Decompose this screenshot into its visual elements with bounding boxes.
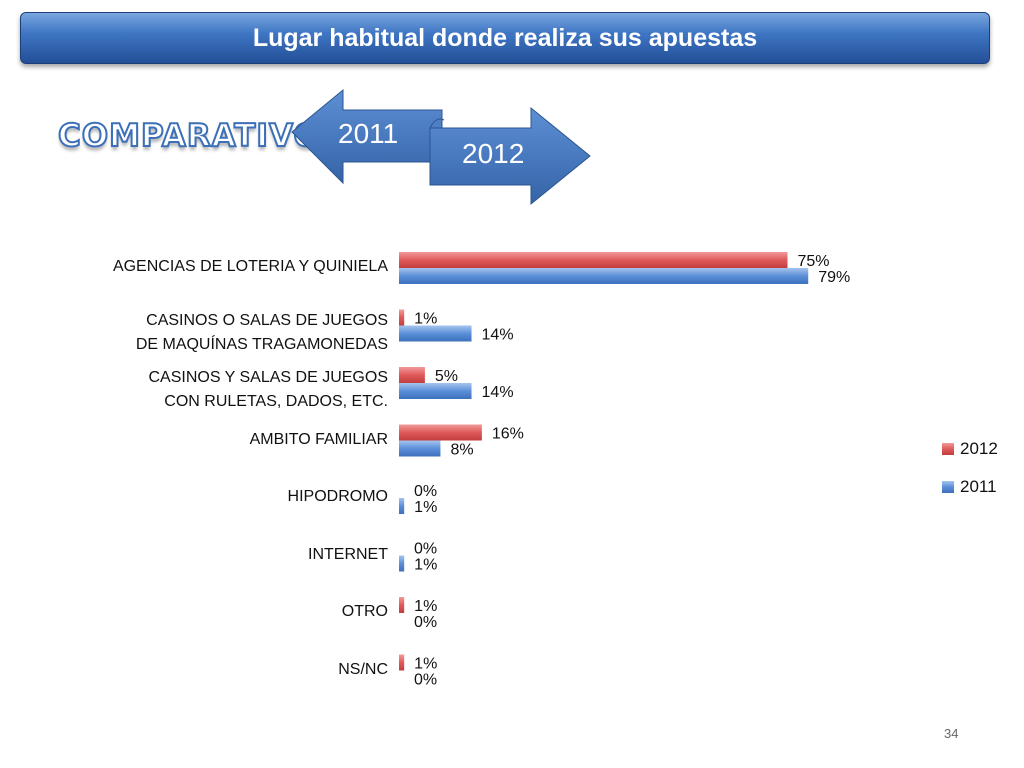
legend-label-2011: 2011: [960, 477, 997, 496]
category-label-ambito-familiar: AMBITO FAMILIAR: [249, 430, 388, 448]
data-label-2012-ns-nc: 1%: [414, 656, 437, 673]
category-label-agencias-de-loteria-y-quiniela: AGENCIAS DE LOTERIA Y QUINIELA: [112, 258, 388, 275]
arrow-year-2012: 2012: [462, 138, 525, 169]
data-label-2012-ambito-familiar: 16%: [492, 426, 524, 443]
year-arrows: [291, 88, 591, 206]
data-label-2012-agencias-de-loteria-y-quiniela: 75%: [798, 253, 830, 270]
bar-2011-hipodromo: [399, 498, 405, 514]
data-label-2011-ns-nc: 0%: [414, 672, 437, 689]
comparativo-heading: COMPARATIVO: [57, 117, 321, 155]
slide-title-bar: Lugar habitual donde realiza sus apuesta…: [20, 12, 990, 64]
data-label-2012-otro: 1%: [414, 598, 437, 615]
bar-2011-internet: [399, 555, 405, 572]
category-label-otro: OTRO: [341, 603, 388, 620]
bar-2012-ambito-familiar: [399, 424, 482, 441]
chart-legend: 2012 2011: [942, 438, 998, 514]
bar-2012-agencias-de-loteria-y-quiniela: [399, 252, 788, 268]
category-label-internet: INTERNET: [308, 545, 388, 563]
data-label-2012-internet: 0%: [414, 541, 437, 558]
bar-2012-otro: [399, 597, 405, 613]
data-label-2012-casinos-o-salas-de-juegos-de-maqu-nas-tragamonedas: 1%: [414, 311, 437, 328]
category-label-casinos-y-salas-de-juegos-con-ruletas-dados-etc: CASINOS Y SALAS DE JUEGOS CON RULETAS, D…: [148, 369, 389, 410]
data-label-2011-ambito-familiar: 8%: [450, 442, 473, 459]
data-label-2011-internet: 1%: [414, 557, 437, 574]
data-label-2012-casinos-y-salas-de-juegos-con-ruletas-dados-etc: 5%: [435, 368, 458, 385]
data-label-2011-agencias-de-loteria-y-quiniela: 79%: [818, 269, 850, 286]
data-label-2011-otro: 0%: [414, 614, 437, 631]
arrow-year-2011: 2011: [338, 118, 399, 149]
data-label-2011-hipodromo: 1%: [414, 499, 437, 516]
bar-2012-casinos-y-salas-de-juegos-con-ruletas-dados-etc: [399, 367, 425, 383]
bar-2011-agencias-de-loteria-y-quiniela: [399, 268, 809, 284]
arrow-right-2012: [429, 106, 591, 206]
category-label-hipodromo: HIPODROMO: [287, 488, 388, 505]
bar-2012-casinos-o-salas-de-juegos-de-maqu-nas-tragamonedas: [399, 309, 405, 326]
legend-label-2012: 2012: [960, 439, 998, 458]
legend-item-2011: 2011: [942, 476, 998, 498]
category-label-ns-nc: NS/NC: [338, 660, 388, 678]
slide-title: Lugar habitual donde realiza sus apuesta…: [252, 23, 758, 52]
data-label-2011-casinos-y-salas-de-juegos-con-ruletas-dados-etc: 14%: [482, 384, 514, 401]
data-label-2011-casinos-o-salas-de-juegos-de-maqu-nas-tragamonedas: 14%: [482, 327, 514, 344]
category-label-casinos-o-salas-de-juegos-de-maqu-nas-tragamonedas: CASINOS O SALAS DE JUEGOS DE MAQUÍNAS TR…: [135, 311, 388, 353]
legend-swatch-2012: [942, 443, 954, 455]
data-label-2012-hipodromo: 0%: [414, 483, 437, 500]
bar-2011-casinos-o-salas-de-juegos-de-maqu-nas-tragamonedas: [399, 325, 472, 342]
legend-item-2012: 2012: [942, 438, 998, 460]
bar-2011-ambito-familiar: [399, 440, 441, 457]
legend-swatch-2011: [942, 481, 954, 493]
bar-2011-casinos-y-salas-de-juegos-con-ruletas-dados-etc: [399, 383, 472, 399]
bar-2012-ns-nc: [399, 654, 405, 671]
page-number: 34: [944, 726, 959, 741]
